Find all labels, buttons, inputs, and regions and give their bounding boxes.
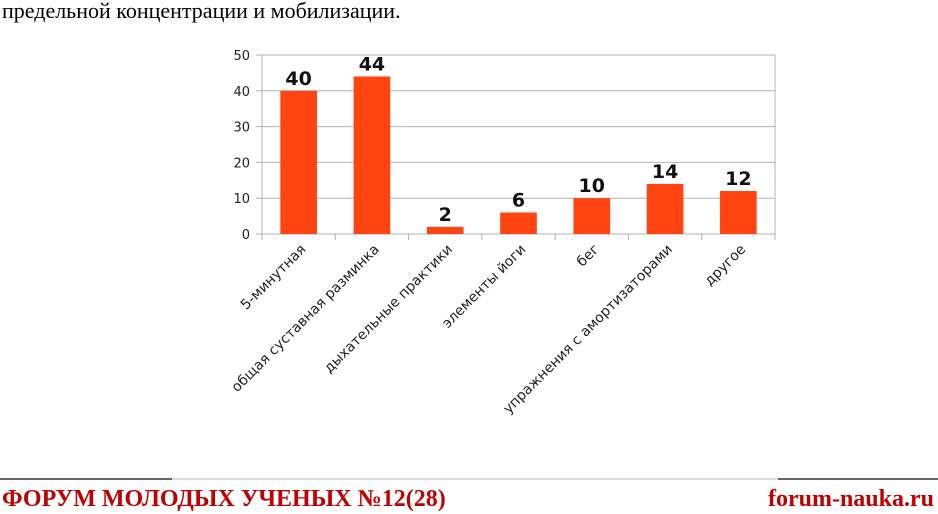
x-tick-label: дыхательные практики: [321, 242, 456, 377]
data-label: 40: [285, 68, 311, 90]
y-tick-label: 0: [242, 228, 250, 243]
y-tick-label: 50: [233, 49, 250, 64]
x-tick-label: упражнения с амортизаторами: [500, 242, 676, 418]
bar: [720, 191, 757, 234]
data-label: 10: [579, 175, 605, 197]
y-tick-label: 10: [233, 192, 250, 207]
bar: [500, 212, 537, 234]
bar: [426, 226, 464, 234]
y-tick-label: 40: [233, 85, 250, 100]
bar: [280, 90, 317, 234]
data-label: 14: [652, 161, 678, 183]
x-tick-label: общая суставная разминка: [229, 242, 383, 396]
x-tick-label: бег: [574, 242, 603, 271]
data-label: 12: [725, 168, 751, 190]
data-label: 2: [439, 204, 452, 226]
data-label: 44: [359, 53, 385, 75]
body-text: предельной концентрации и мобилизации.: [2, 0, 401, 23]
x-tick-label: 5-минутная: [238, 242, 310, 314]
footer-site: forum-nauka.ru: [768, 486, 934, 512]
y-tick-label: 30: [233, 121, 250, 136]
footer-journal: ФОРУМ МОЛОДЫХ УЧЕНЫХ №12(28): [2, 486, 446, 512]
bar: [573, 198, 611, 234]
bar: [353, 76, 391, 234]
data-label: 6: [512, 190, 525, 212]
y-tick-label: 20: [233, 156, 250, 171]
x-tick-label: другое: [702, 242, 750, 290]
chart: 0 10 20 30 40 50 40 5-минутная 44 общая суставная…: [229, 49, 776, 418]
bar: [646, 183, 684, 234]
